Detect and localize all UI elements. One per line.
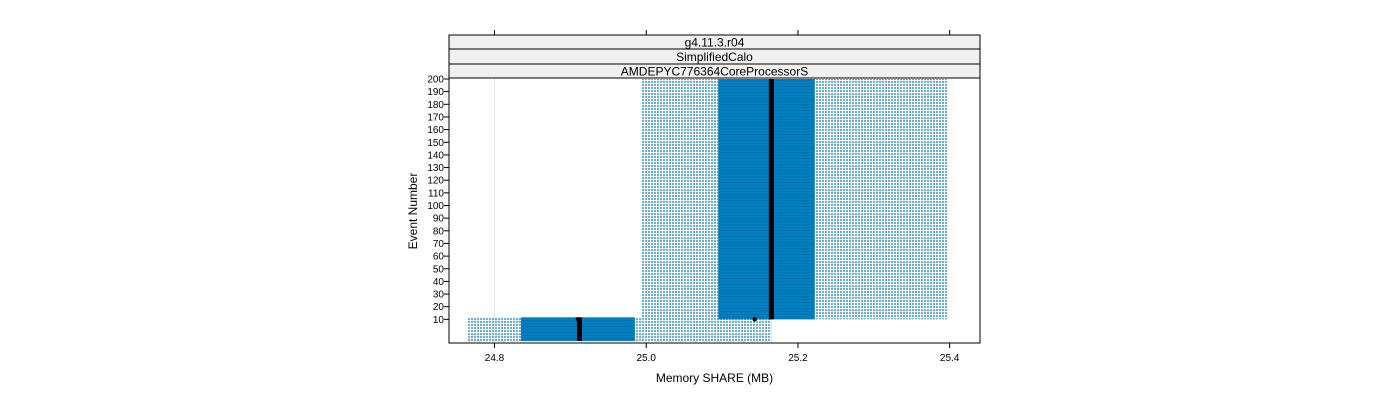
- box-group-0: [467, 317, 772, 341]
- y-tick-label-0: 10: [433, 315, 445, 326]
- y-tick-label-11: 120: [427, 176, 444, 187]
- box-group-1: [640, 79, 948, 320]
- y-tick-label-15: 160: [427, 125, 444, 136]
- y-tick-label-4: 50: [433, 264, 445, 275]
- box-groups: [467, 79, 948, 341]
- median-line-1: [768, 79, 774, 320]
- x-tick-label-3: 25.4: [940, 353, 960, 364]
- x-axis: 24.8 25.0 25.2 25.4: [485, 30, 960, 364]
- y-tick-label-18: 190: [427, 87, 444, 98]
- x-tick-label-2: 25.2: [788, 353, 808, 364]
- y-tick-label-1: 20: [433, 302, 445, 313]
- y-tick-label-12: 130: [427, 163, 444, 174]
- outlier-point-1: [752, 317, 757, 322]
- x-tick-label-1: 25.0: [636, 353, 656, 364]
- y-tick-label-9: 100: [427, 201, 444, 212]
- outlier-point-0: [575, 317, 581, 322]
- strip-label-3: AMDEPYC776364CoreProcessorS: [621, 65, 808, 79]
- y-tick-label-17: 180: [427, 100, 444, 111]
- y-tick-label-13: 140: [427, 150, 444, 161]
- outliers: [575, 317, 757, 322]
- x-tick-label-0: 24.8: [485, 353, 505, 364]
- y-tick-label-14: 150: [427, 138, 444, 149]
- y-tick-label-10: 110: [428, 188, 444, 199]
- y-tick-label-5: 60: [433, 252, 445, 263]
- median-line-0: [576, 317, 582, 341]
- y-tick-label-2: 30: [433, 290, 445, 301]
- y-tick-label-19: 200: [427, 75, 444, 86]
- y-tick-label-8: 90: [433, 214, 445, 225]
- strip-headers: g4.11.3.r04 SimplifiedCalo AMDEPYC776364…: [448, 34, 981, 79]
- strip-label-1: g4.11.3.r04: [685, 36, 745, 50]
- panel-border: [448, 77, 981, 344]
- y-axis-title: Event Number: [406, 173, 420, 250]
- x-axis-title: Memory SHARE (MB): [656, 371, 773, 385]
- y-tick-label-7: 80: [433, 226, 445, 237]
- y-tick-label-6: 70: [433, 239, 445, 250]
- box-iqr-1: [718, 79, 815, 320]
- y-tick-label-16: 170: [427, 112, 444, 123]
- y-tick-label-3: 40: [433, 277, 445, 288]
- strip-label-2: SimplifiedCalo: [676, 50, 753, 64]
